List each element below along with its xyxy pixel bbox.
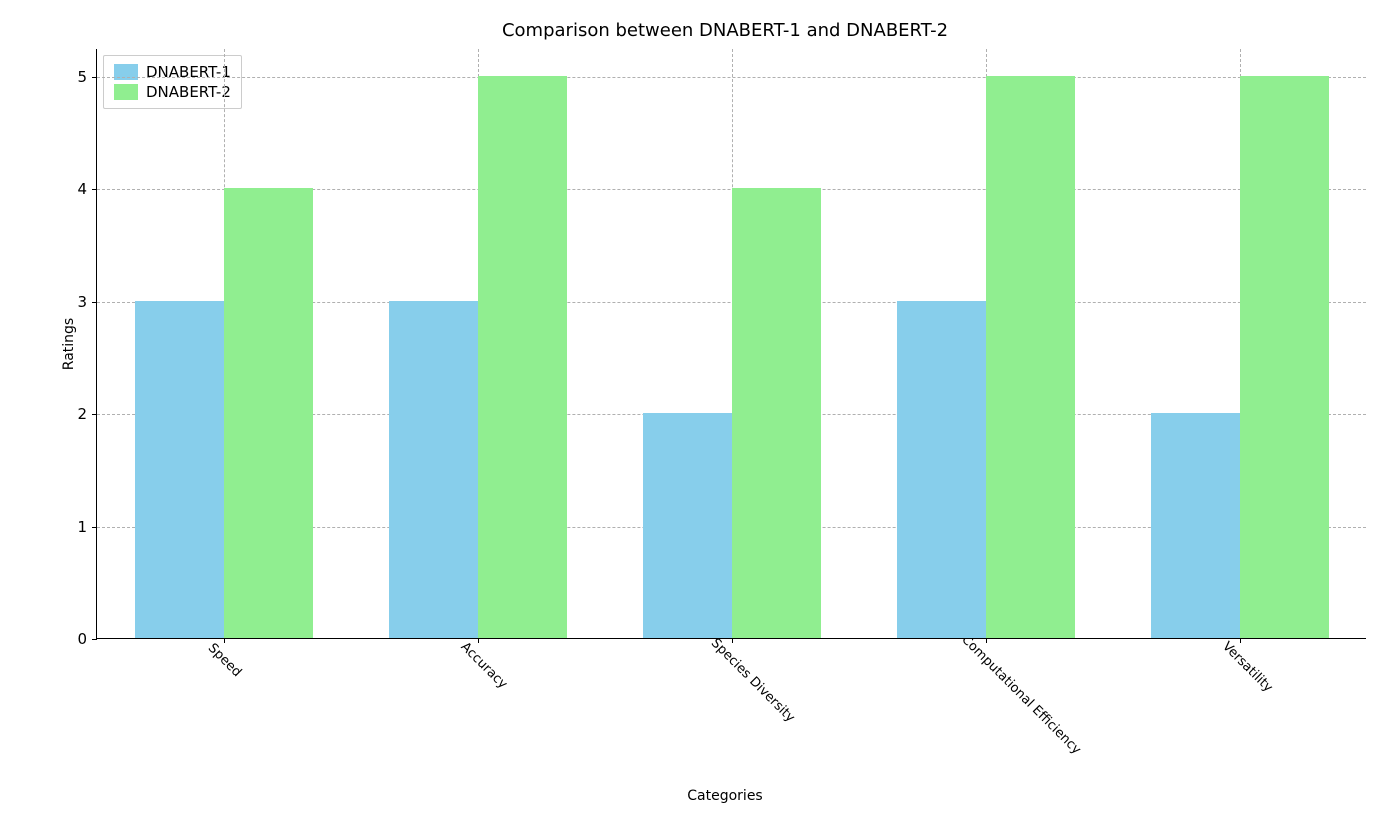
bar — [478, 76, 567, 638]
y-tick-mark — [92, 414, 97, 415]
x-axis-label: Categories — [687, 788, 762, 804]
chart-title: Comparison between DNABERT-1 and DNABERT… — [80, 20, 1370, 41]
legend-item: DNABERT-1 — [114, 62, 231, 82]
bar — [643, 413, 732, 638]
y-tick-mark — [92, 302, 97, 303]
y-axis-label: Ratings — [61, 317, 77, 369]
y-tick-mark — [92, 527, 97, 528]
plot-area: Ratings DNABERT-1DNABERT-2 012345SpeedAc… — [96, 49, 1366, 639]
chart-container: Comparison between DNABERT-1 and DNABERT… — [80, 20, 1370, 800]
bar — [897, 301, 986, 638]
bar — [1240, 76, 1329, 638]
bar — [135, 301, 224, 638]
bar — [732, 188, 821, 638]
bar — [986, 76, 1075, 638]
legend: DNABERT-1 DNABERT-2 — [103, 55, 242, 109]
y-tick-mark — [92, 639, 97, 640]
y-tick-mark — [92, 189, 97, 190]
legend-swatch — [114, 84, 138, 100]
bar — [1151, 413, 1240, 638]
legend-label: DNABERT-2 — [146, 83, 231, 101]
legend-label: DNABERT-1 — [146, 63, 231, 81]
legend-item: DNABERT-2 — [114, 82, 231, 102]
y-tick-mark — [92, 77, 97, 78]
bar — [389, 301, 478, 638]
bar — [224, 188, 313, 638]
